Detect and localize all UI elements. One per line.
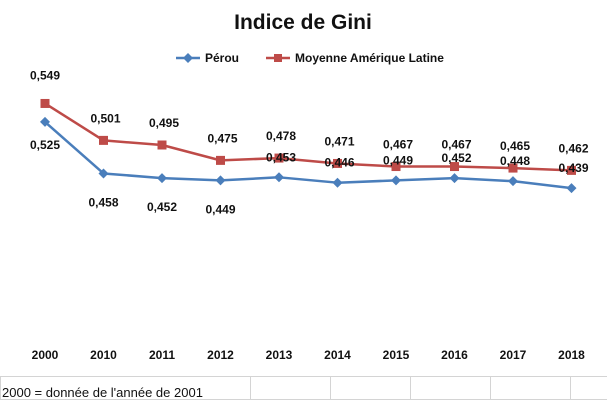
gini-line-chart: Indice de Gini Pérou Moyenne Amérique Lat…: [30, 11, 589, 362]
label-latam-2: 0,495: [149, 116, 179, 130]
label-peru-8: 0,448: [500, 154, 530, 168]
point-0-6: [391, 175, 401, 186]
label-latam-8: 0,465: [500, 139, 530, 153]
point-0-3: [215, 175, 226, 186]
label-latam-7: 0,467: [441, 138, 471, 152]
legend-label-0: Pérou: [205, 51, 239, 65]
x-tick-2011: 2011: [149, 348, 175, 362]
point-1-5: [333, 158, 342, 168]
point-1-1: [99, 135, 108, 145]
series-line-1: [44, 102, 572, 172]
chart-title: Indice de Gini: [234, 11, 372, 34]
x-tick-2014: 2014: [324, 348, 351, 362]
point-0-5: [332, 177, 343, 188]
point-1-3: [216, 155, 225, 165]
label-peru-0: 0,525: [30, 138, 60, 152]
label-latam-3: 0,475: [207, 131, 237, 145]
chart-legend: Pérou Moyenne Amérique Latine: [176, 51, 444, 65]
x-tick-2017: 2017: [500, 348, 527, 362]
label-latam-9: 0,462: [558, 141, 588, 155]
point-1-2: [157, 140, 167, 150]
x-tick-2016: 2016: [441, 348, 468, 362]
point-1-4: [274, 153, 284, 163]
legend-entry-1: Moyenne Amérique Latine: [266, 51, 444, 65]
x-tick-2013: 2013: [266, 348, 293, 362]
label-peru-7: 0,452: [441, 151, 471, 165]
label-peru-2: 0,452: [147, 200, 177, 214]
legend-entry-0: Pérou: [176, 51, 239, 65]
point-1-8: [508, 163, 518, 173]
label-latam-0: 0,549: [30, 68, 60, 82]
point-1-7: [450, 162, 459, 172]
point-0-2: [157, 173, 167, 184]
label-peru-9: 0,439: [558, 161, 588, 175]
series-layer: [40, 98, 577, 194]
legend-marker-1: [274, 54, 282, 62]
legend-label-1: Moyenne Amérique Latine: [295, 51, 444, 65]
point-0-4: [274, 172, 284, 183]
legend-marker-0: [183, 53, 193, 63]
chart-container: Indice de Gini Pérou Moyenne Amérique Lat…: [29, 11, 589, 362]
x-tick-2000: 2000: [32, 348, 59, 362]
x-tick-2010: 2010: [90, 348, 117, 362]
x-axis-tick-labels: 2000 2010 2011 2012 2013 2014 2015 2016 2017 2018: [32, 348, 586, 362]
point-1-9: [567, 165, 576, 175]
point-0-7: [449, 173, 460, 184]
x-tick-2012: 2012: [207, 348, 234, 362]
label-latam-4: 0,478: [266, 129, 296, 143]
point-1-0: [40, 98, 50, 108]
x-tick-2015: 2015: [383, 348, 410, 362]
x-tick-2018: 2018: [558, 348, 585, 362]
label-latam-6: 0,467: [383, 138, 413, 152]
point-0-8: [508, 176, 518, 187]
label-peru-4: 0,453: [266, 150, 296, 164]
series-line-0: [44, 120, 572, 190]
point-1-6: [391, 162, 401, 172]
footnote-cell: 2000 = donnée de l'année de 2001: [2, 385, 203, 400]
label-latam-1: 0,501: [90, 111, 120, 125]
label-peru-3: 0,449: [205, 202, 235, 216]
point-0-1: [98, 168, 109, 179]
label-peru-5: 0,446: [324, 156, 354, 170]
data-labels-layer: 0,549 0,501 0,495 0,475 0,478 0,471 0,467 0,467…: [30, 68, 589, 216]
point-0-9: [566, 183, 577, 194]
label-peru-1: 0,458: [88, 195, 118, 209]
point-0-0: [40, 116, 50, 127]
label-latam-5: 0,471: [324, 134, 354, 148]
label-peru-6: 0,449: [383, 153, 413, 167]
